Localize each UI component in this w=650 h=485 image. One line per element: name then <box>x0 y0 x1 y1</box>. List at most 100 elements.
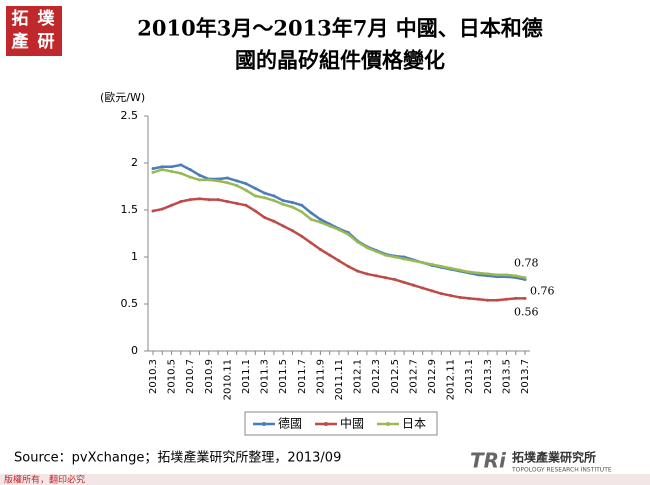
point <box>449 294 453 298</box>
x-tick-label: 2011.11 <box>334 359 345 400</box>
x-tick-label: 2012.5 <box>390 359 401 394</box>
chart-title: 國的晶矽組件價格變化 <box>235 48 445 73</box>
data-label: 0.56 <box>514 305 539 318</box>
point <box>458 295 462 299</box>
footer-bar <box>0 474 650 485</box>
point <box>523 276 527 280</box>
point <box>477 297 480 301</box>
point <box>504 273 508 277</box>
point <box>337 259 341 263</box>
point <box>179 163 183 167</box>
point <box>291 205 294 209</box>
point <box>486 298 490 302</box>
point <box>318 217 322 221</box>
point <box>207 198 211 202</box>
point <box>207 178 211 182</box>
x-tick-label: 2013.1 <box>464 359 475 394</box>
point <box>467 296 471 300</box>
point <box>281 199 285 203</box>
x-tick-label: 2010.7 <box>185 359 196 394</box>
x-tick-label: 2011.5 <box>278 359 289 394</box>
x-tick-label: 2012.3 <box>371 359 382 394</box>
point <box>188 198 192 202</box>
point <box>160 168 164 172</box>
point <box>253 194 257 198</box>
point <box>374 274 378 278</box>
point <box>225 181 229 185</box>
point <box>263 216 267 220</box>
point <box>393 278 397 282</box>
series-line <box>152 197 525 302</box>
y-tick-label: 1.5 <box>121 203 139 216</box>
point <box>216 198 220 202</box>
point <box>281 224 285 228</box>
point <box>235 201 239 205</box>
point <box>216 179 220 183</box>
point <box>151 209 155 213</box>
point <box>523 296 527 300</box>
point <box>356 240 360 244</box>
point <box>263 191 267 195</box>
point <box>198 173 201 177</box>
point <box>309 241 313 245</box>
point <box>151 170 155 174</box>
point <box>300 203 304 207</box>
point <box>439 264 443 268</box>
point <box>374 249 378 253</box>
point <box>160 207 164 211</box>
point <box>244 182 248 186</box>
point <box>514 296 518 300</box>
point <box>384 276 387 280</box>
point <box>318 220 322 224</box>
x-tick-label: 2013.7 <box>520 359 531 394</box>
point <box>272 219 276 223</box>
y-tick-label: 2.5 <box>121 109 139 122</box>
point <box>393 255 397 259</box>
point <box>235 179 239 183</box>
point <box>179 171 183 175</box>
point <box>160 165 164 169</box>
x-tick-label: 2012.1 <box>353 359 364 394</box>
point <box>225 200 229 204</box>
point <box>346 232 350 236</box>
y-tick-label: 2 <box>131 156 138 169</box>
point <box>263 196 267 200</box>
x-tick-label: 2012.11 <box>446 359 457 400</box>
point <box>402 280 406 284</box>
x-tick-label: 2010.11 <box>222 359 233 400</box>
point <box>235 184 239 188</box>
point <box>467 270 471 274</box>
point <box>272 194 276 198</box>
point <box>495 298 499 302</box>
point <box>244 203 248 207</box>
x-tick-label: 2013.5 <box>501 359 512 394</box>
point <box>198 178 201 182</box>
point <box>356 269 360 273</box>
series-line <box>152 163 526 281</box>
point <box>253 186 257 190</box>
logo-box <box>6 6 62 56</box>
point <box>318 247 322 251</box>
legend-marker <box>262 422 266 426</box>
point <box>337 228 341 232</box>
x-tick-label: 2011.9 <box>315 359 326 394</box>
x-tick-label: 2011.1 <box>241 359 252 394</box>
point <box>188 168 192 172</box>
point <box>291 200 294 204</box>
legend-label: 中國 <box>340 416 364 431</box>
brand-name: 拓墣產業研究所 <box>512 450 596 465</box>
y-tick-label: 0.5 <box>121 297 139 310</box>
point <box>309 211 313 215</box>
x-tick-label: 2013.3 <box>483 359 494 394</box>
source: Source：pvXchange；拓墣產業研究所整理，2013/09 <box>14 450 341 466</box>
legend-marker <box>386 422 390 426</box>
point <box>272 199 276 203</box>
point <box>170 169 174 173</box>
point <box>449 266 453 270</box>
legend-box <box>244 411 438 436</box>
point <box>328 253 332 257</box>
point <box>179 200 183 204</box>
point <box>402 257 406 261</box>
logo-char: 產 <box>12 31 29 52</box>
x-tick-label: 2010.5 <box>167 359 178 394</box>
